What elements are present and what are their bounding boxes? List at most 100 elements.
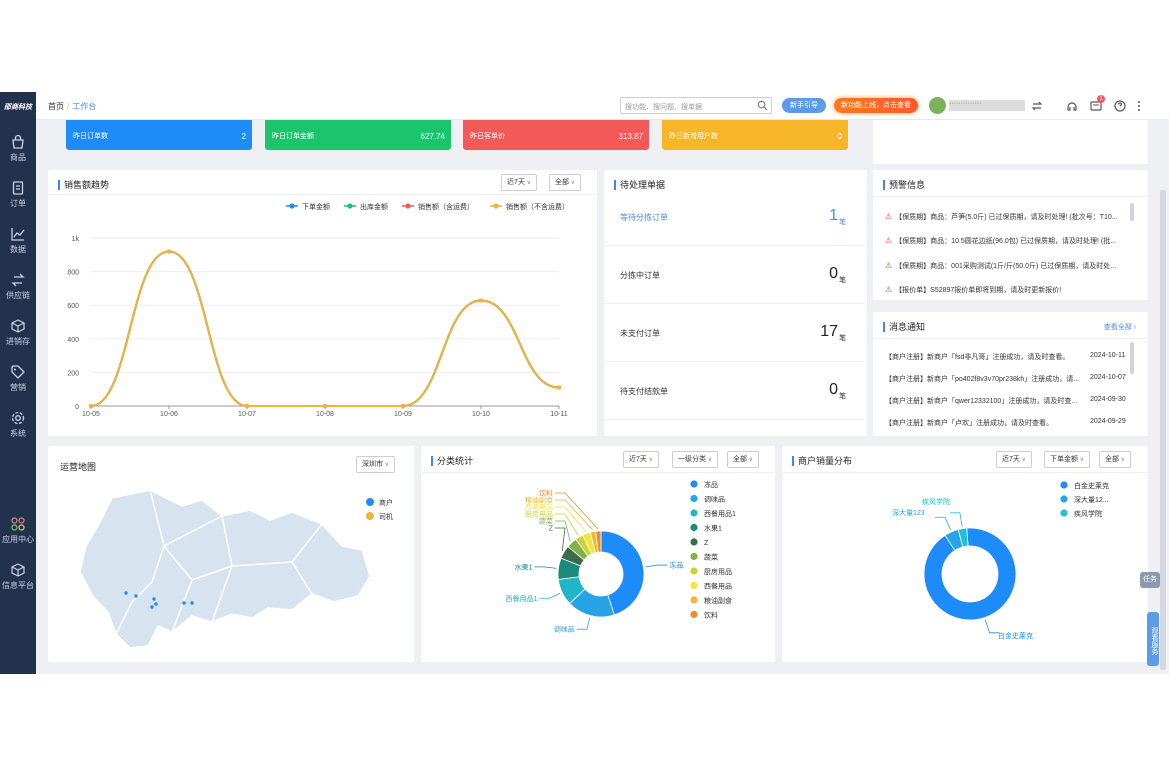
pending-unit: 笔	[839, 277, 846, 284]
breadcrumb-home[interactable]: 首页	[48, 102, 64, 111]
scope-select[interactable]: 全部	[727, 451, 760, 468]
sidebar-item-goods[interactable]: 商品	[0, 134, 36, 170]
level-select[interactable]: 一级分类	[672, 451, 719, 468]
more-icon[interactable]	[1132, 99, 1146, 113]
period-select[interactable]: 近7天	[623, 451, 659, 468]
scrollbar[interactable]	[1130, 342, 1134, 374]
notification-badge: 1	[1097, 95, 1105, 103]
period-select[interactable]: 近7天	[996, 451, 1032, 468]
sidebar-item-label: 供应链	[6, 291, 30, 300]
slice-label: 疾风学院	[922, 497, 950, 506]
warnings-panel: 预警信息 ⚠ 【保质期】商品：芦笋(5.0斤) 已过保质期，请及时处理! (批次号…	[873, 170, 1148, 300]
x-tick-label: 10-09	[394, 411, 412, 418]
kpi-value: 627.74	[420, 132, 445, 141]
series-line	[90, 250, 560, 407]
category-donut[interactable]: 冻品调味品西餐用品1水果1Z蔬菜厨房用品西餐用品粮油副食饮料冻品调味品西餐用品1…	[421, 474, 775, 660]
metric-select[interactable]: 下单金额	[1044, 451, 1091, 468]
pending-value: 0	[829, 381, 838, 398]
map-panel: 运营地图 深圳市 商户 司机	[48, 446, 414, 662]
city-select[interactable]: 深圳市	[356, 456, 396, 473]
legend-swatch	[690, 480, 698, 488]
avatar[interactable]	[929, 97, 946, 114]
series-point	[401, 404, 405, 408]
new-feature-button[interactable]: 新功能上线，点击查看	[834, 98, 918, 113]
legend-swatch	[690, 523, 698, 532]
period-select[interactable]: 近7天	[501, 174, 537, 191]
logo: 邵商科技	[4, 104, 32, 111]
sidebar-item-data[interactable]: 数据	[0, 226, 36, 262]
user-name[interactable]: ··············	[949, 100, 1025, 111]
slice-leader	[555, 506, 587, 532]
message-item[interactable]: 【商户注册】新商户「po402f8v3v70pr238kh」注册成功，请... 2…	[885, 374, 1145, 384]
sales-chart: 下单金额 出库金额 销售额（含运费） 销售额（不含运费） 1k 800 600 400 200 0…	[67, 202, 569, 418]
legend-swatch	[690, 552, 698, 561]
kpi-label: 昨日新增用户数	[669, 133, 718, 140]
warning-item[interactable]: ⚠ 【保质期】商品：10.5圆花边纸(96.0包) 已过保质期，请及时处理! (批…	[885, 236, 1137, 246]
sidebar-item-label: 数据	[10, 245, 26, 254]
help-icon[interactable]	[1113, 99, 1127, 113]
kpi-value: 0	[837, 132, 842, 141]
slice-leader	[984, 619, 1000, 634]
legend-item[interactable]: 司机	[366, 512, 393, 522]
warning-item[interactable]: ⚠ 【保质期】商品：001采购测试(1斤/斤(50.0斤) 已过保质期，请及时处.…	[885, 261, 1137, 271]
pending-row[interactable]: 未支付订单 17 笔	[604, 304, 864, 362]
legend-swatch-dot	[405, 203, 411, 209]
slice-leader	[576, 617, 591, 630]
legend-swatch	[1060, 481, 1068, 489]
exchange-icon	[11, 273, 25, 287]
scrollbar[interactable]	[1130, 203, 1134, 221]
kpi-card[interactable]: 昨日订单金额 627.74	[265, 120, 451, 150]
sidebar-item-info-platform[interactable]: 信息平台	[0, 562, 36, 598]
scope-select[interactable]: 全部	[549, 174, 582, 191]
sidebar-item-marketing[interactable]: 营销	[0, 364, 36, 400]
kpi-card[interactable]: 昨日新增用户数 0	[662, 120, 848, 150]
donut-slice	[595, 530, 602, 553]
sidebar-item-inventory[interactable]: 进销存	[0, 318, 36, 354]
view-all-link[interactable]: 查看全部 ›	[1103, 324, 1136, 331]
warning-item[interactable]: ⚠ 【保质期】商品：芦笋(5.0斤) 已过保质期，请及时处理! (批次号：T10.…	[885, 212, 1137, 222]
slice-label: 蔬菜	[539, 517, 553, 526]
pending-row[interactable]: 待支付结款单 0 笔	[604, 362, 864, 420]
warning-item[interactable]: ⚠ 【报价单】S52897报价单即将到期，请及时更新报价!	[885, 285, 1137, 295]
guide-button[interactable]: 新手引导	[782, 98, 826, 113]
sidebar-item-system[interactable]: 系统	[0, 410, 36, 446]
message-icon[interactable]	[1089, 99, 1103, 113]
series-point	[557, 385, 561, 390]
kpi-card[interactable]: 昨日客单价 313.87	[463, 120, 649, 150]
search-placeholder: 搜功能、搜问题、搜单据	[625, 104, 702, 111]
message-item[interactable]: 【商户注册】新商户「qwer12332100」注册成功，请及时查... 2024-…	[885, 396, 1145, 406]
pending-unit: 笔	[839, 393, 846, 400]
message-text: 【商户注册】新商户「fsd非凡哥」注册成功，请及时查看。	[885, 354, 1070, 361]
legend-item[interactable]: 商户	[366, 498, 393, 508]
page-scrollbar[interactable]	[1160, 190, 1166, 670]
search-icon[interactable]	[757, 100, 768, 111]
legend-swatch	[690, 538, 698, 546]
service-icon[interactable]	[1065, 99, 1079, 113]
x-tick-label: 10-10	[472, 411, 490, 418]
message-item[interactable]: 【商户注册】新商户「fsd非凡哥」注册成功，请及时查看。 2024-10-11	[885, 352, 1145, 362]
shenzhen-map[interactable]	[72, 486, 372, 656]
slice-leader	[539, 592, 561, 599]
sidebar-item-orders[interactable]: 订单	[0, 180, 36, 216]
sidebar-item-label: 进销存	[6, 337, 30, 346]
slice-leader	[555, 513, 579, 536]
kpi-card[interactable]: 昨日订单数 2	[66, 120, 252, 150]
y-tick-label: 1k	[72, 236, 80, 243]
pending-row[interactable]: 等待分拣订单 1 笔	[604, 188, 864, 246]
pending-row[interactable]: 分拣中订单 0 笔	[604, 246, 864, 304]
message-text: 【商户注册】新商户「卢欢」注册成功，请及时查看。	[885, 420, 1053, 427]
sidebar-item-app-center[interactable]: 应用中心	[0, 516, 36, 552]
sidebar-item-supply-chain[interactable]: 供应链	[0, 272, 36, 308]
task-button[interactable]: 任务	[1140, 572, 1160, 588]
search-input[interactable]: 搜功能、搜问题、搜单据	[620, 97, 772, 114]
scope-select[interactable]: 全部	[1099, 451, 1132, 468]
switch-icon[interactable]	[1030, 99, 1044, 113]
message-item[interactable]: 【商户注册】新商户「卢欢」注册成功，请及时查看。 2024-09-29	[885, 418, 1145, 428]
service-button[interactable]: 观看服务	[1147, 612, 1159, 666]
pending-label: 待支付结款单	[620, 387, 668, 396]
gear-icon	[11, 411, 25, 425]
slice-leader	[555, 492, 599, 530]
legend-label: 西餐用品1	[704, 509, 736, 518]
sidebar-item-label: 应用中心	[2, 535, 34, 544]
